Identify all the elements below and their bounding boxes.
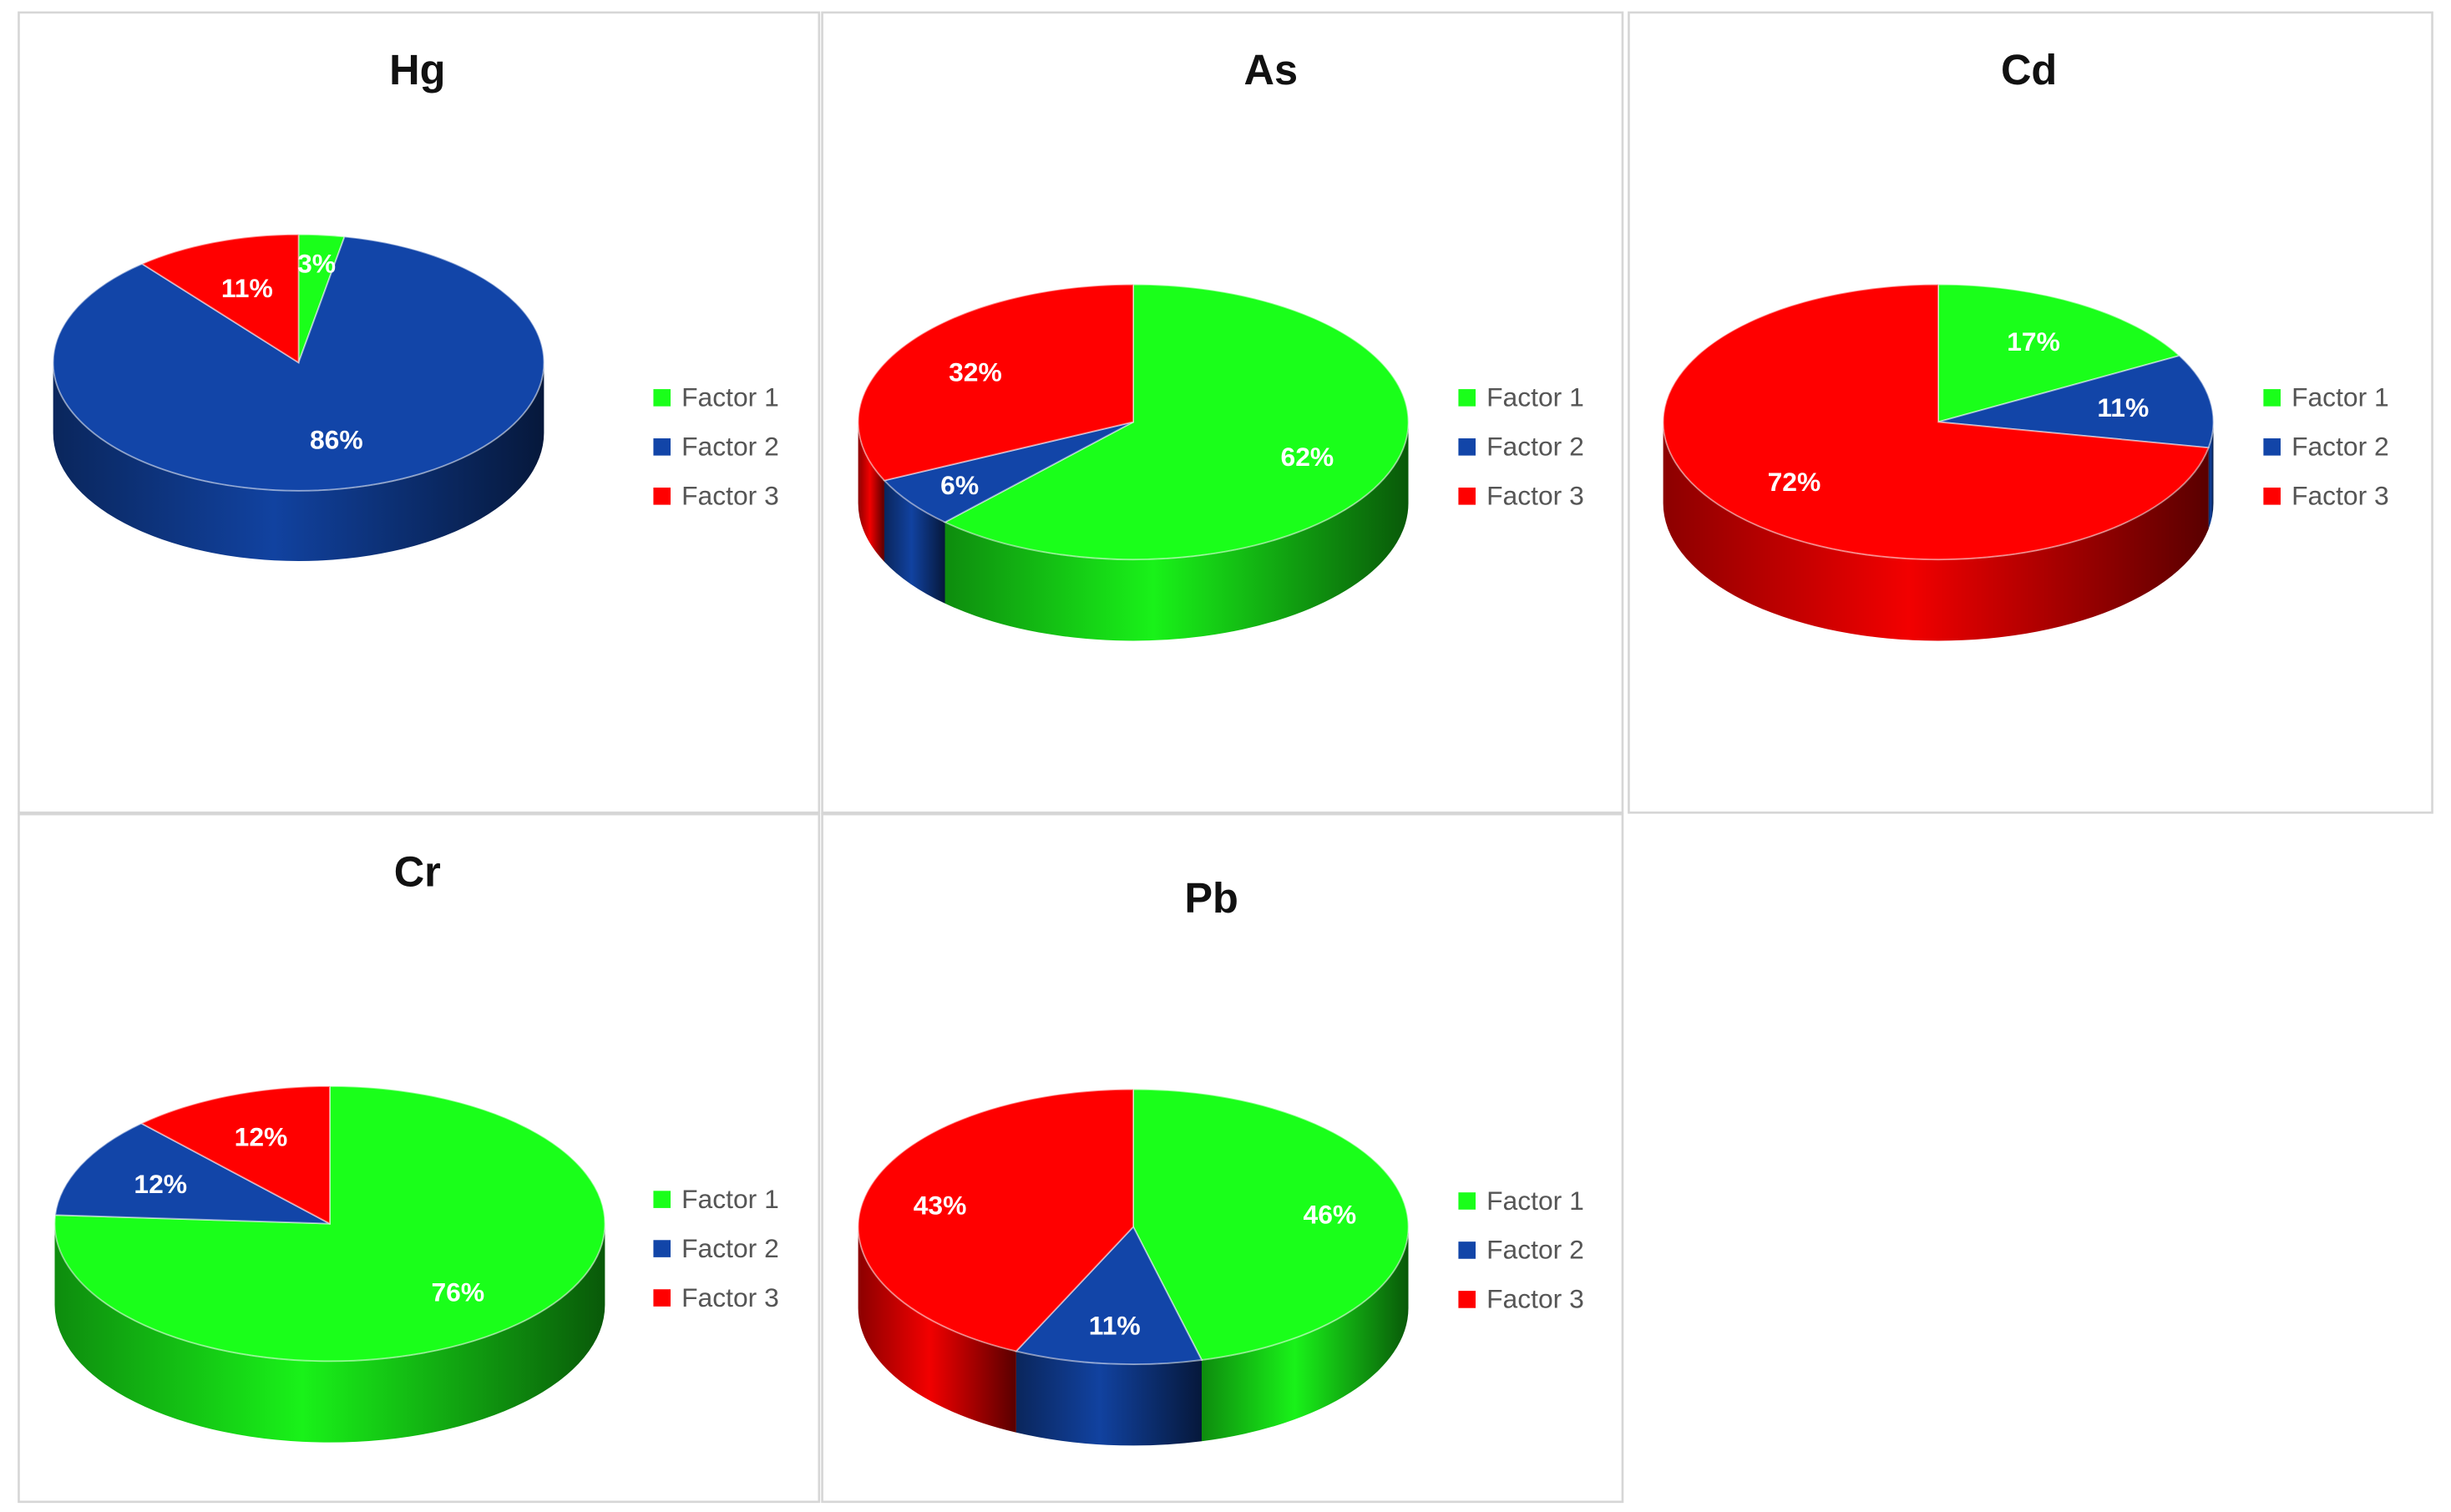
legend-label: Factor 2: [681, 432, 779, 462]
chart-panel-5: [821, 812, 1624, 1504]
slice-side-2: [884, 480, 945, 604]
legend-label: Factor 2: [2291, 432, 2389, 462]
pie-chart-pb: Pb 46% 11% 43% Factor 1 Factor 2 Factor 3: [857, 874, 1584, 1446]
data-label: 12%: [134, 1169, 187, 1199]
pie-chart-hg: Hg 3% 86% 11% Factor 1 Factor 2 Factor 3: [52, 46, 779, 561]
pie-slice-factor-2: [52, 235, 545, 492]
chart-title: Pb: [1184, 874, 1238, 922]
slice-side-3: [858, 422, 884, 562]
slice-side-1: [54, 1223, 605, 1443]
chart-legend: Factor 1 Factor 2 Factor 3: [1458, 1186, 1584, 1314]
data-label: 62%: [1281, 442, 1334, 472]
pie-slice-factor-3: [1662, 283, 2210, 561]
legend-label: Factor 2: [681, 1233, 779, 1263]
legend-label: Factor 1: [1486, 1186, 1584, 1216]
legend-label: Factor 3: [2291, 481, 2389, 511]
legend-label: Factor 2: [1486, 1235, 1584, 1265]
chart-panel-4: [18, 812, 821, 1504]
legend-swatch-2: [653, 438, 671, 456]
data-label: 86%: [310, 425, 363, 455]
chart-legend: Factor 1 Factor 2 Factor 3: [653, 382, 779, 511]
slice-side-2: [1015, 1351, 1202, 1446]
legend-label: Factor 1: [681, 1184, 779, 1214]
legend-swatch-3: [1458, 1291, 1476, 1308]
legend-swatch-2: [653, 1240, 671, 1257]
chart-panel-2: [821, 11, 1624, 814]
pie-slice-factor-2: [883, 421, 1134, 523]
legend-swatch-1: [1458, 1192, 1476, 1210]
legend-swatch-1: [2263, 389, 2281, 407]
legend-label: Factor 3: [1486, 1284, 1584, 1314]
legend-swatch-2: [1458, 1241, 1476, 1259]
pie-slice-factor-1: [53, 1085, 606, 1363]
legend-swatch-3: [1458, 488, 1476, 505]
legend-swatch-3: [653, 488, 671, 505]
pie-slice-factor-3: [857, 283, 1134, 482]
data-label: 11%: [2097, 392, 2149, 422]
pie-slice-factor-2: [54, 1122, 331, 1225]
legend-swatch-3: [653, 1289, 671, 1307]
slice-side-3: [1663, 422, 2209, 641]
slice-side-1: [1201, 1226, 1409, 1442]
legend-label: Factor 3: [1486, 481, 1584, 511]
chart-legend: Factor 1 Factor 2 Factor 3: [1458, 382, 1584, 511]
chart-legend: Factor 1 Factor 2 Factor 3: [653, 1184, 779, 1312]
pie-slice-factor-3: [857, 1088, 1134, 1353]
legend-label: Factor 1: [1486, 382, 1584, 412]
pie-slice-factor-1: [1132, 1088, 1410, 1361]
slice-side-2: [53, 362, 544, 561]
chart-legend: Factor 1 Factor 2 Factor 3: [2263, 382, 2389, 511]
data-label: 72%: [1768, 467, 1821, 497]
chart-title: Hg: [389, 46, 445, 94]
data-label: 17%: [2007, 326, 2060, 357]
pie-slice-factor-3: [140, 233, 300, 364]
legend-swatch-1: [653, 389, 671, 407]
chart-title: Cd: [2001, 46, 2057, 94]
data-label: 43%: [914, 1191, 967, 1221]
legend-label: Factor 2: [1486, 432, 1584, 462]
pie-chart-cr: Cr 76% 12% 12% Factor 1 Factor 2 Factor 3: [53, 847, 779, 1443]
slice-side-2: [2208, 422, 2214, 529]
data-label: 11%: [1089, 1311, 1141, 1341]
chart-panel-3: [1628, 11, 2433, 814]
legend-label: Factor 3: [681, 1282, 779, 1312]
data-label: 12%: [235, 1122, 288, 1152]
pie-slice-factor-2: [1015, 1225, 1203, 1366]
data-label: 11%: [221, 273, 273, 303]
legend-swatch-1: [1458, 389, 1476, 407]
chart-title: Cr: [394, 847, 441, 895]
data-label: 76%: [431, 1277, 484, 1307]
data-label: 6%: [940, 470, 979, 500]
legend-swatch-3: [2263, 488, 2281, 505]
data-label: 3%: [297, 248, 336, 278]
legend-label: Factor 1: [681, 382, 779, 412]
pie-chart-as: As 62% 6% 32% Factor 1 Factor 2 Factor 3: [857, 46, 1584, 641]
legend-label: Factor 1: [2291, 382, 2389, 412]
legend-swatch-2: [1458, 438, 1476, 456]
chart-title: As: [1243, 46, 1298, 94]
slice-side-3: [858, 1226, 1016, 1433]
slice-side-1: [944, 422, 1409, 641]
pie-slice-factor-2: [1937, 354, 2215, 449]
legend-label: Factor 3: [681, 481, 779, 511]
data-label: 32%: [949, 357, 1002, 387]
pie-slice-factor-1: [1937, 283, 2181, 423]
data-label: 46%: [1304, 1200, 1357, 1230]
chart-panel-1: [18, 11, 821, 814]
legend-swatch-1: [653, 1191, 671, 1208]
pie-slice-factor-3: [139, 1085, 331, 1226]
pie-chart-cd: Cd 17% 11% 72% Factor 1 Factor 2 Factor 3: [1662, 46, 2389, 641]
pie-slice-factor-1: [943, 283, 1410, 561]
legend-swatch-2: [2263, 438, 2281, 456]
